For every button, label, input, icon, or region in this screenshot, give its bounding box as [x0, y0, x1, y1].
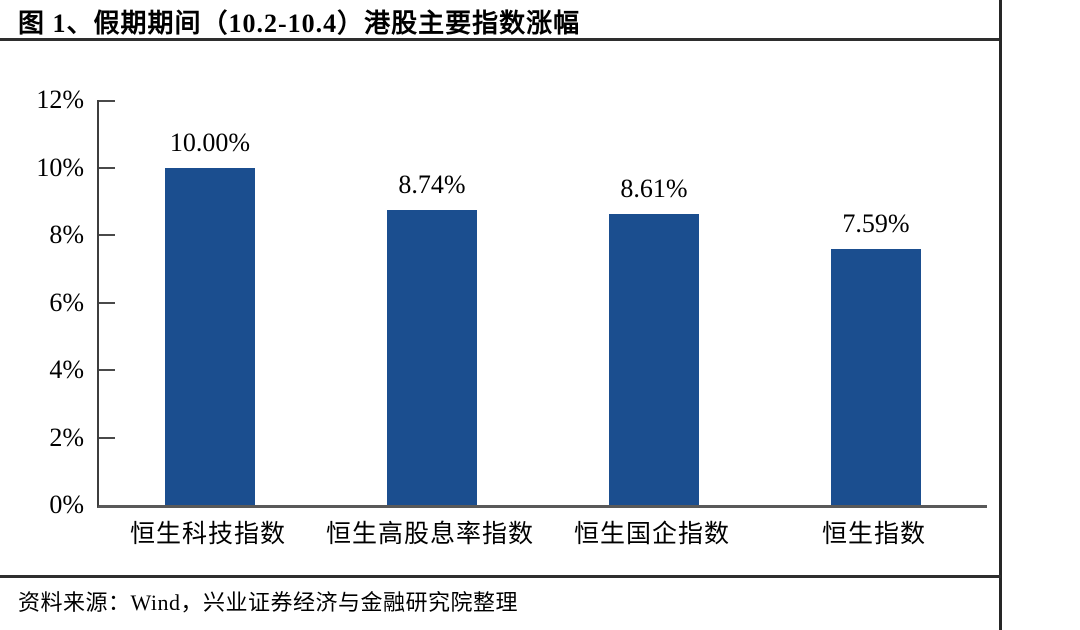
bar [831, 248, 921, 505]
y-axis-tick-label: 8% [49, 220, 84, 249]
y-axis-tick-mark [99, 301, 115, 304]
y-axis-tick-label: 6% [49, 287, 84, 317]
y-axis-tick-mark [99, 166, 115, 169]
bar [165, 167, 255, 505]
y-axis-tick-label: 4% [49, 355, 84, 384]
bar-column: 7.59% [765, 100, 987, 505]
bar-column: 8.74% [321, 100, 543, 505]
bar-value-label: 10.00% [169, 127, 251, 157]
y-axis-tick-label: 2% [49, 422, 84, 452]
source-divider-rule [0, 575, 1001, 578]
x-axis-category-label: 恒生高股息率指数 [325, 521, 534, 548]
y-axis-tick-label: 0% [49, 490, 84, 519]
y-axis-tick-mark [99, 234, 115, 236]
bar-column: 10.00% [99, 100, 321, 505]
y-axis-tick-mark [99, 436, 115, 439]
page-column-divider [999, 0, 1002, 630]
bar-column: 8.61% [543, 100, 765, 505]
y-axis-tick-mark [99, 369, 115, 371]
bars: 10.00% 8.74% 8.61% 7.59% [99, 100, 987, 505]
bar-value-label: 8.61% [620, 174, 688, 204]
source-note: 资料来源：Wind，兴业证券经济与金融研究院整理 [18, 590, 518, 615]
figure-title: 图 1、假期期间（10.2-10.4）港股主要指数涨幅 [18, 9, 581, 38]
x-axis-category-label: 恒生科技指数 [129, 521, 286, 548]
bar [609, 214, 699, 505]
plot-area: 0% 2% 4% 6% 8% 10% 12% 10.00% 8.74% 8.61% 7.59% [36, 87, 987, 518]
y-axis-tick-label: 10% [36, 152, 84, 182]
title-divider-rule [0, 38, 1001, 41]
bar-value-label: 8.74% [398, 170, 466, 200]
y-axis-tick-label: 12% [36, 85, 84, 114]
x-axis-category-label: 恒生指数 [821, 521, 926, 548]
bar [387, 210, 477, 505]
y-axis-tick-mark [99, 100, 115, 102]
x-axis-labels: 恒生科技指数 恒生高股息率指数 恒生国企指数 恒生指数 [97, 514, 985, 550]
bar-value-label: 7.59% [842, 208, 910, 238]
x-axis-category-label: 恒生国企指数 [573, 521, 730, 548]
